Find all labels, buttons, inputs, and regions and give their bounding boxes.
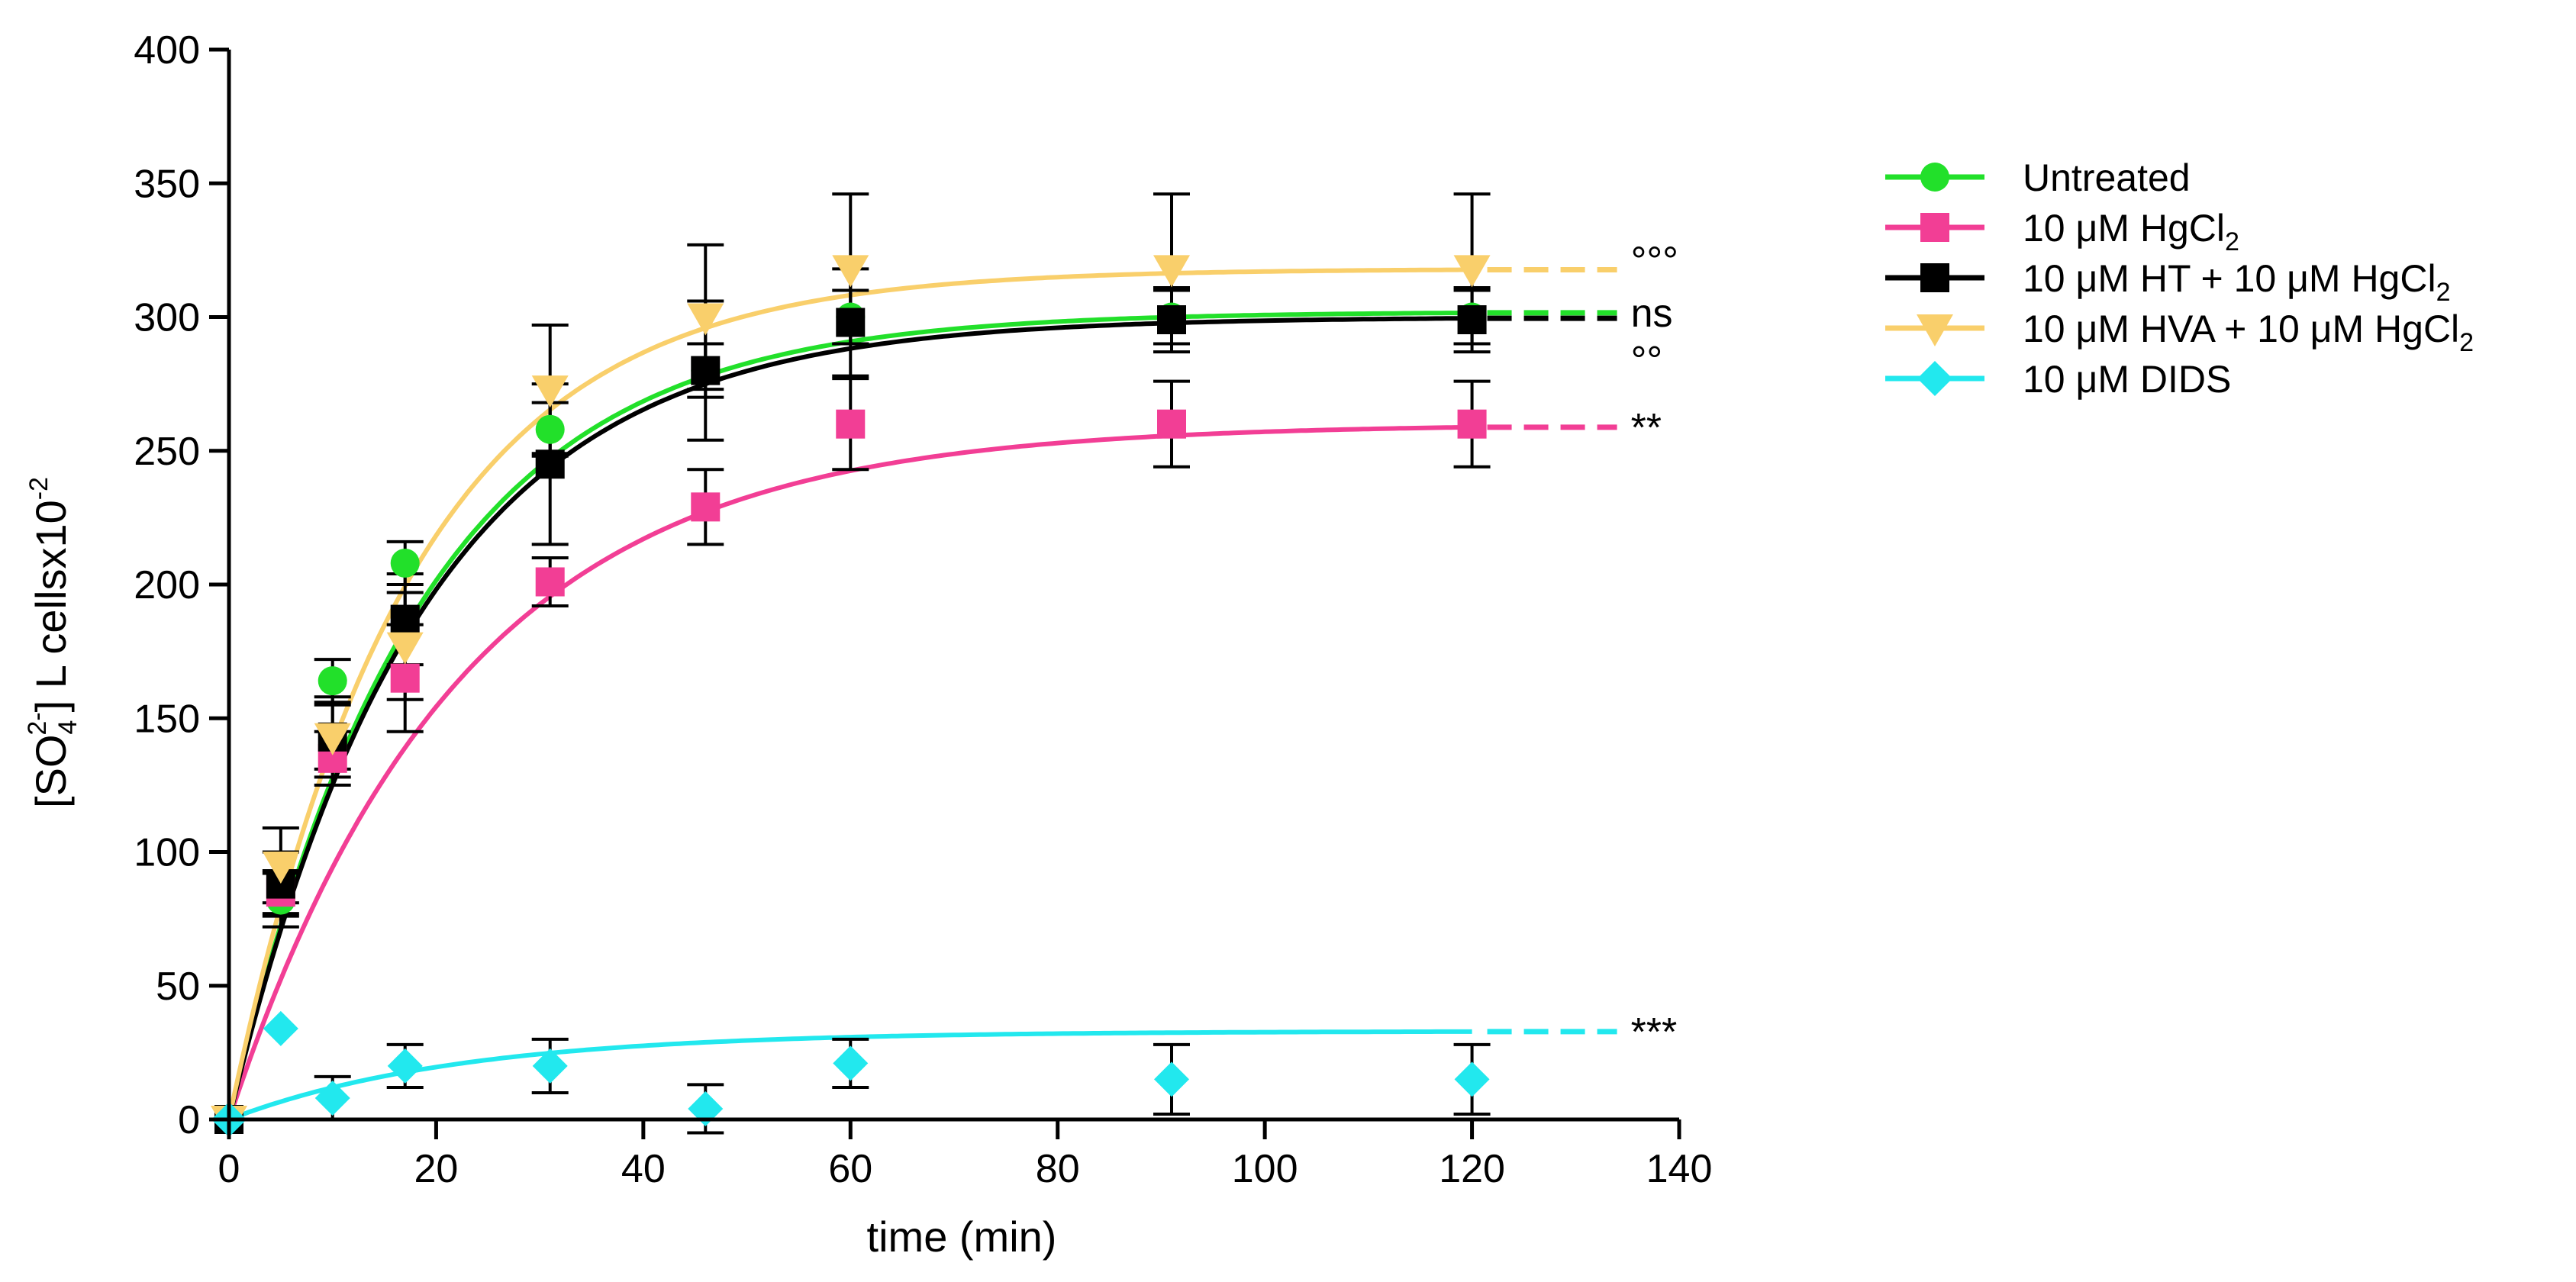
data-point <box>262 852 299 884</box>
significance-label: °° <box>1631 339 1663 383</box>
data-point <box>687 303 724 336</box>
data-point <box>691 492 721 522</box>
data-point <box>535 567 565 597</box>
data-point <box>390 548 420 578</box>
data-point <box>691 356 721 385</box>
y-tick-label: 150 <box>134 697 200 741</box>
x-axis-title: time (min) <box>867 1213 1057 1261</box>
svg-text:[SO42-] L cellsx10-2: [SO42-] L cellsx10-2 <box>23 477 82 808</box>
legend-label: Untreated <box>2023 156 2191 199</box>
y-ticks: 0 50 100 150 200 250 300 350 400 <box>134 28 229 1142</box>
data-point <box>535 414 565 444</box>
x-tick-label: 120 <box>1439 1147 1505 1191</box>
legend-marker <box>1917 314 1953 346</box>
legend-label: 10 μM DIDS <box>2023 358 2231 401</box>
data-point <box>387 1048 423 1084</box>
y-title-open: [SO <box>27 734 75 807</box>
data-point <box>836 409 866 439</box>
y-tick-label: 400 <box>134 28 200 72</box>
data-point <box>1157 409 1186 439</box>
data-point <box>390 604 420 634</box>
data-point <box>535 449 565 479</box>
data-point <box>1457 305 1487 335</box>
data-point <box>836 308 866 337</box>
x-ticks: 0 20 40 60 80 100 120 140 <box>218 1119 1713 1191</box>
data-point <box>1453 255 1491 288</box>
legend-item: 10 μM HT + 10 μM HgCl2 <box>1885 257 2451 307</box>
legend-marker <box>1920 163 1949 192</box>
significance-label: ns <box>1631 292 1673 336</box>
data-point <box>1157 305 1186 335</box>
y-tick-label: 350 <box>134 162 200 206</box>
significance-label: °°° <box>1631 239 1678 283</box>
x-tick-label: 140 <box>1646 1147 1713 1191</box>
data-point <box>688 1090 724 1126</box>
data-point <box>390 663 420 693</box>
y-tick-label: 50 <box>156 965 200 1009</box>
y-title-sup: 2- <box>23 712 52 735</box>
fit-curve <box>227 424 1472 1120</box>
legend-item: Untreated <box>1885 156 2191 199</box>
data-point <box>833 1045 869 1081</box>
data-point <box>318 666 347 696</box>
legend-marker <box>1917 361 1952 396</box>
significance-labels: ns**°°°°°*** <box>1631 239 1678 1054</box>
y-tick-label: 0 <box>178 1098 200 1142</box>
legend-item: 10 μM HgCl2 <box>1885 207 2239 256</box>
significance-label: ** <box>1631 406 1662 450</box>
x-tick-label: 100 <box>1232 1147 1298 1191</box>
legend-label: 10 μM HgCl2 <box>2023 207 2239 256</box>
data-point <box>314 723 351 755</box>
y-title-sub: 4 <box>53 720 82 735</box>
axes: 0 50 100 150 200 250 300 350 400 0 20 40 60 80 100 120… <box>134 28 1712 1191</box>
legend-label: 10 μM HT + 10 μM HgCl2 <box>2023 257 2451 307</box>
error-bars <box>262 192 1491 1135</box>
data-point <box>1454 1061 1490 1097</box>
significance-label: *** <box>1631 1010 1678 1055</box>
data-point <box>314 1080 350 1116</box>
data-point <box>386 632 424 665</box>
y-tick-label: 300 <box>134 296 200 340</box>
legend-label: 10 μM HVA + 10 μM HgCl2 <box>2023 308 2474 357</box>
extrapolation-lines <box>1487 266 1617 1035</box>
data-point <box>1457 409 1487 439</box>
legend-marker <box>1920 263 1949 292</box>
y-axis-title: [SO42-] L cellsx10-2 <box>23 477 82 808</box>
legend-item: 10 μM HVA + 10 μM HgCl2 <box>1885 308 2474 357</box>
legend-item: 10 μM DIDS <box>1885 358 2231 401</box>
y-tick-label: 100 <box>134 831 200 875</box>
data-point <box>1154 1061 1189 1097</box>
x-tick-label: 80 <box>1036 1147 1080 1191</box>
x-tick-label: 60 <box>828 1147 872 1191</box>
y-title-exp: -2 <box>24 477 53 500</box>
data-point <box>532 1048 568 1084</box>
y-title-close: ] L cellsx10 <box>27 500 75 712</box>
y-tick-label: 200 <box>134 563 200 607</box>
data-point <box>832 255 869 288</box>
data-point <box>531 375 569 408</box>
fit-curve <box>227 1029 1472 1122</box>
data-markers <box>211 255 1491 1138</box>
data-point <box>1153 255 1190 288</box>
y-tick-label: 250 <box>134 430 200 474</box>
x-tick-label: 40 <box>621 1147 666 1191</box>
data-point <box>263 1010 298 1046</box>
x-tick-label: 0 <box>218 1147 240 1191</box>
x-tick-label: 20 <box>414 1147 459 1191</box>
legend-marker <box>1920 213 1949 242</box>
